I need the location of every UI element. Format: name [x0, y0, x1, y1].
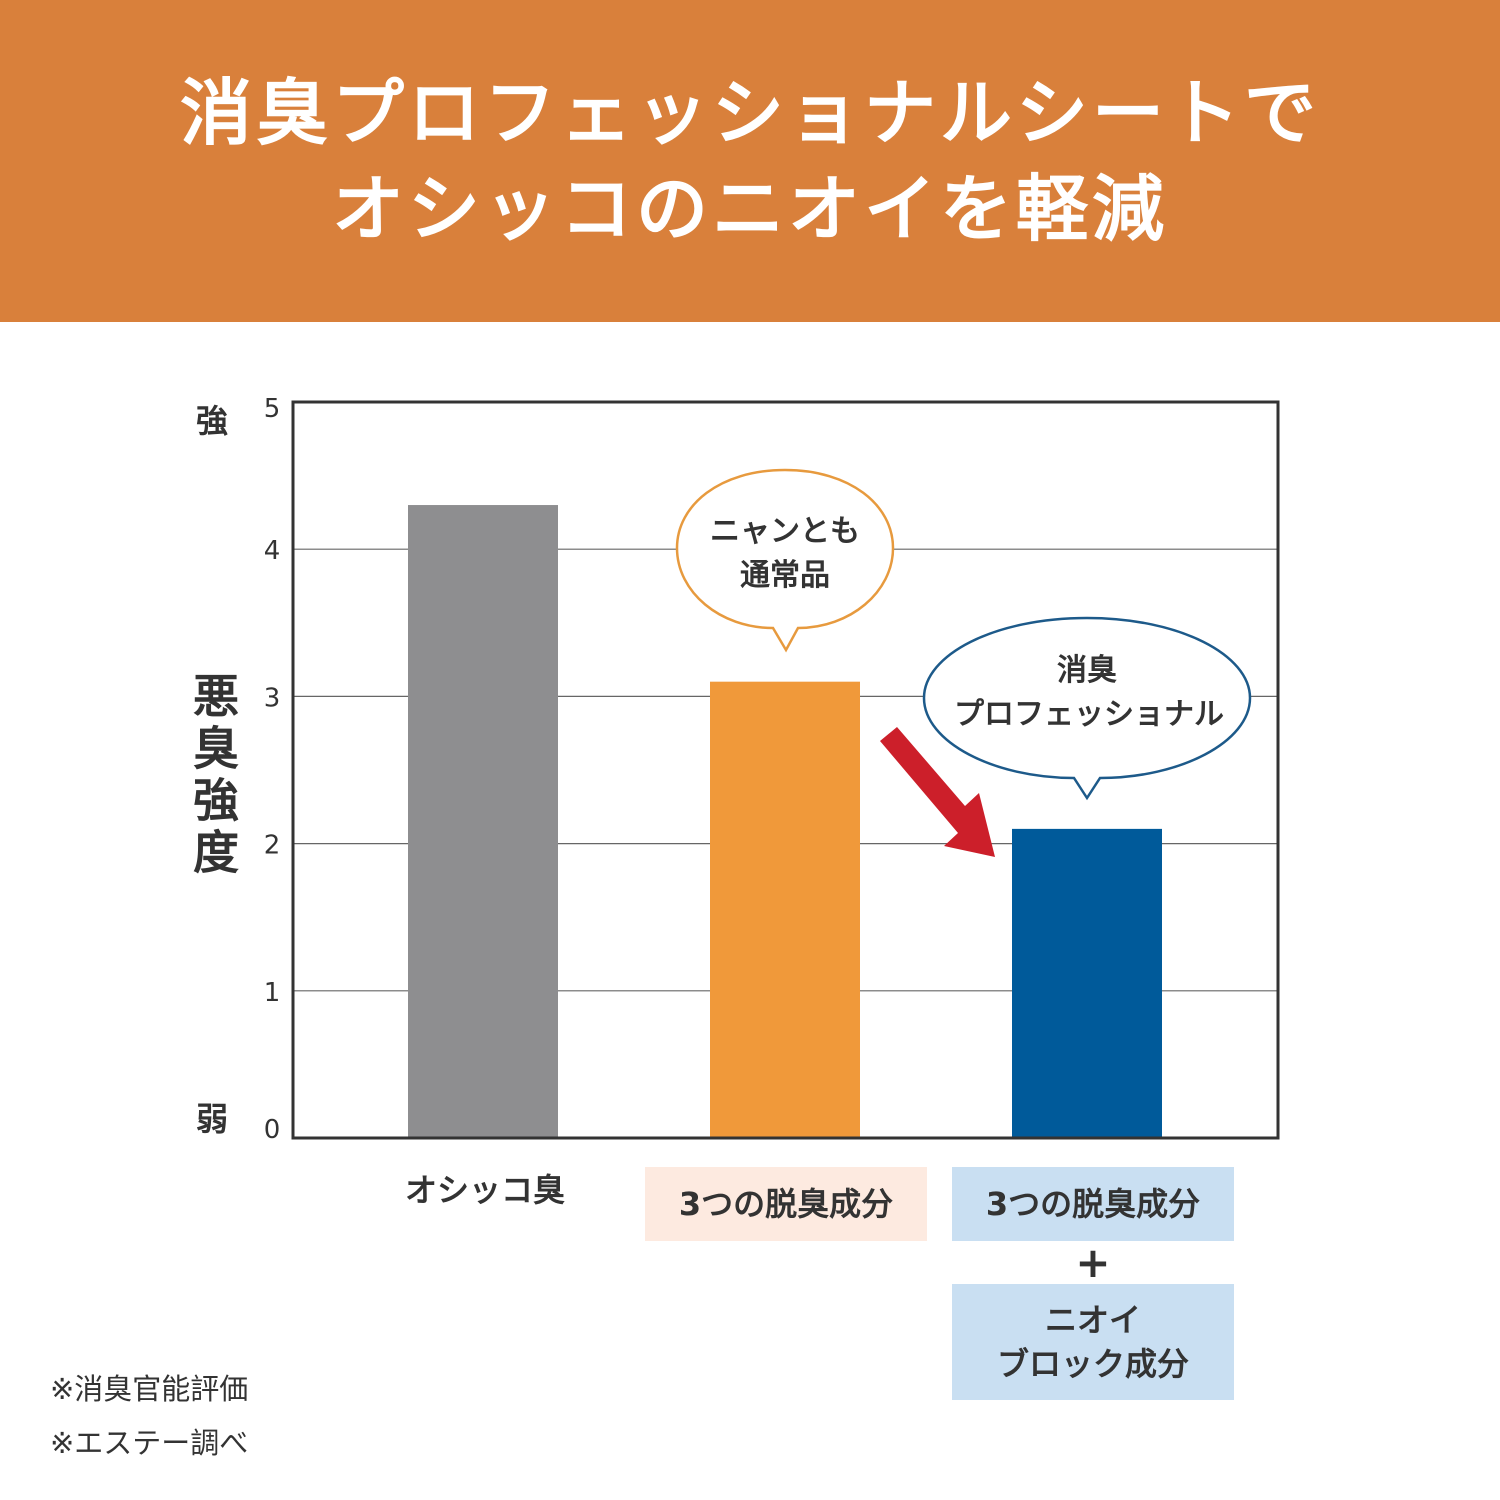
y-tick-label: 5 [264, 394, 281, 424]
label-3b-line1: ニオイ [1044, 1301, 1141, 1339]
label-3b-line2: ブロック成分 [996, 1345, 1189, 1383]
y-tick-label: 1 [264, 978, 281, 1008]
y-axis-label: 悪臭強度 [186, 672, 240, 880]
y-tick-label: 2 [264, 831, 281, 861]
title-line-2: オシッコのニオイを軽減 [331, 167, 1168, 251]
category-label-3a: 3つの脱臭成分 [952, 1167, 1234, 1241]
category-label-2: 3つの脱臭成分 [645, 1167, 927, 1241]
footnote-2: ※エステー調べ [50, 1426, 249, 1460]
category-label-1: オシッコ臭 [404, 1171, 565, 1209]
y-tick-label: 3 [264, 683, 281, 713]
bar-3 [1012, 828, 1162, 1138]
y-tick-label: 4 [264, 536, 281, 566]
header-banner: 消臭プロフェッショナルシートで オシッコのニオイを軽減 [0, 0, 1500, 322]
plot-frame [291, 400, 1280, 1140]
y-top-label: 強 [196, 402, 228, 440]
callout-bubble-professional [922, 616, 1252, 801]
callout-1-line2: 通常品 [740, 558, 830, 593]
footnote-1: ※消臭官能評価 [50, 1372, 249, 1406]
callout-2-line1: 消臭 [1057, 653, 1117, 688]
title-line-1: 消臭プロフェッショナルシートで [179, 71, 1320, 155]
bar-1 [408, 505, 558, 1138]
plus-sign: + [1075, 1238, 1111, 1287]
y-tick-label: 0 [264, 1115, 281, 1145]
bar-2 [710, 681, 860, 1138]
y-bottom-label: 弱 [196, 1100, 228, 1138]
category-label-3b: ニオイ ブロック成分 [952, 1284, 1234, 1400]
red-arrow-icon [880, 727, 995, 857]
callout-2-line2: プロフェッショナル [954, 697, 1224, 732]
callout-1-line1: ニャンとも [710, 514, 860, 549]
callout-bubble-standard [675, 468, 895, 653]
